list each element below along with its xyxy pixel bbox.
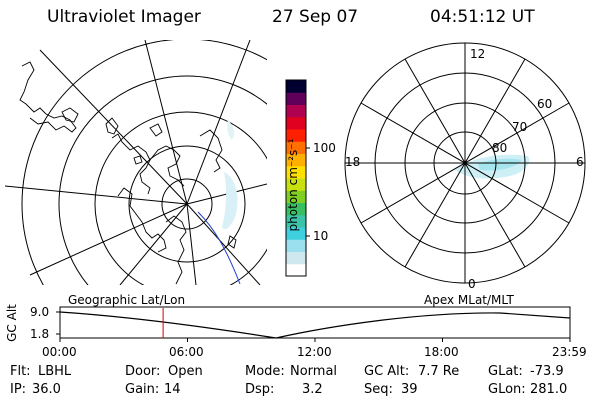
mlt-label-0: 0 — [468, 277, 476, 291]
colorbar-segment — [286, 263, 306, 277]
colorbar-segment — [286, 104, 306, 118]
mlt-label-6: 6 — [576, 155, 584, 169]
mlt-line — [404, 58, 526, 268]
glon-key: GLon: — [488, 382, 526, 397]
mlat-label-70: 70 — [512, 120, 528, 134]
lat-circle — [21, 40, 267, 285]
auroral-emission-region — [227, 120, 235, 140]
observation-time: 04:51:12 UT — [430, 7, 535, 27]
mode-key: Mode: — [245, 364, 285, 379]
colorbar-segment — [286, 251, 306, 265]
gc-alt-value: 7.7 Re — [418, 364, 460, 379]
coastline — [19, 61, 237, 285]
meridian-line — [186, 203, 261, 285]
colorbar-segment — [286, 153, 306, 167]
strip-x-label: 23:59 — [552, 345, 587, 359]
ip-key: IP: — [10, 382, 27, 397]
colorbar-segment — [286, 202, 306, 216]
meridian-line — [29, 203, 188, 276]
meridian-line — [186, 40, 251, 205]
altitude-strip-frame — [59, 306, 571, 339]
strip-x-label: 12:00 — [297, 345, 332, 359]
colorbar-unit-label: photon cm⁻²s⁻¹ — [286, 138, 300, 232]
polar-plot-label: Apex MLat/MLT — [424, 293, 514, 307]
auroral-emission-region — [222, 172, 238, 230]
glat-key: GLat: — [488, 364, 523, 379]
door-value: Open — [168, 364, 203, 379]
mlt-label-18: 18 — [345, 155, 361, 169]
polar-plot — [344, 42, 586, 284]
colorbar-segment — [286, 141, 306, 154]
mlat-label-60: 60 — [537, 97, 553, 111]
meridian-line — [186, 203, 197, 285]
strip-axis-label: GC Alt — [5, 304, 19, 342]
colorbar-segment — [286, 116, 306, 130]
mlt-label-12: 12 — [470, 47, 486, 61]
lat-circle — [94, 111, 267, 285]
door-key: Door: — [125, 364, 161, 379]
lat-circle — [161, 178, 213, 230]
colorbar-segment — [286, 239, 306, 252]
colorbar-tick-label-100: 100 — [313, 141, 336, 155]
geographic-map-label: Geographic Lat/Lon — [68, 293, 186, 307]
mode-value: Normal — [290, 364, 338, 379]
colorbar-segment — [286, 214, 306, 228]
colorbar — [285, 79, 310, 277]
colorbar-segment — [286, 92, 306, 105]
gain-value: 14 — [164, 382, 181, 397]
auroral-oval-emission — [478, 158, 522, 171]
altitude-strip — [56, 306, 571, 342]
meridian-line — [144, 40, 188, 205]
strip-y-min-label: 1.8 — [30, 327, 50, 341]
mlat-label-80: 80 — [492, 141, 508, 155]
meridian-line — [39, 49, 188, 205]
observation-date: 27 Sep 07 — [272, 7, 359, 27]
colorbar-segment — [286, 165, 306, 179]
colorbar-segment — [286, 227, 306, 240]
dsp-value: 3.2 — [302, 382, 323, 397]
colorbar-segment — [286, 129, 306, 142]
ip-value: 36.0 — [32, 382, 61, 397]
colorbar-segment — [286, 178, 306, 191]
colorbar-segment — [286, 190, 306, 203]
glon-value: 281.0 — [530, 382, 568, 397]
meridian-line — [5, 185, 188, 205]
strip-x-label: 00:00 — [42, 345, 77, 359]
dsp-key: Dsp: — [245, 382, 275, 397]
strip-x-label: 18:00 — [424, 345, 459, 359]
gc-alt-key: GC Alt: — [364, 364, 410, 379]
lat-circle — [128, 145, 246, 263]
strip-y-max-label: 9.0 — [30, 305, 50, 319]
seq-value: 39 — [401, 382, 418, 397]
filter-key: Flt: — [10, 364, 31, 379]
strip-x-label: 06:00 — [169, 345, 204, 359]
instrument-title: Ultraviolet Imager — [47, 7, 201, 27]
strip-x-ticks — [59, 338, 571, 342]
gain-key: Gain: — [125, 382, 160, 397]
colorbar-segment — [286, 80, 306, 93]
geographic-map — [5, 40, 267, 285]
filter-value: LBHL — [38, 364, 72, 379]
spacecraft-footprint-track — [197, 211, 241, 285]
seq-key: Seq: — [364, 382, 393, 397]
colorbar-tick-label-10: 10 — [313, 229, 329, 243]
strip-y-ticks — [56, 311, 60, 335]
altitude-curve — [59, 311, 571, 339]
glat-value: -73.9 — [530, 364, 564, 379]
lat-circle — [58, 75, 267, 285]
